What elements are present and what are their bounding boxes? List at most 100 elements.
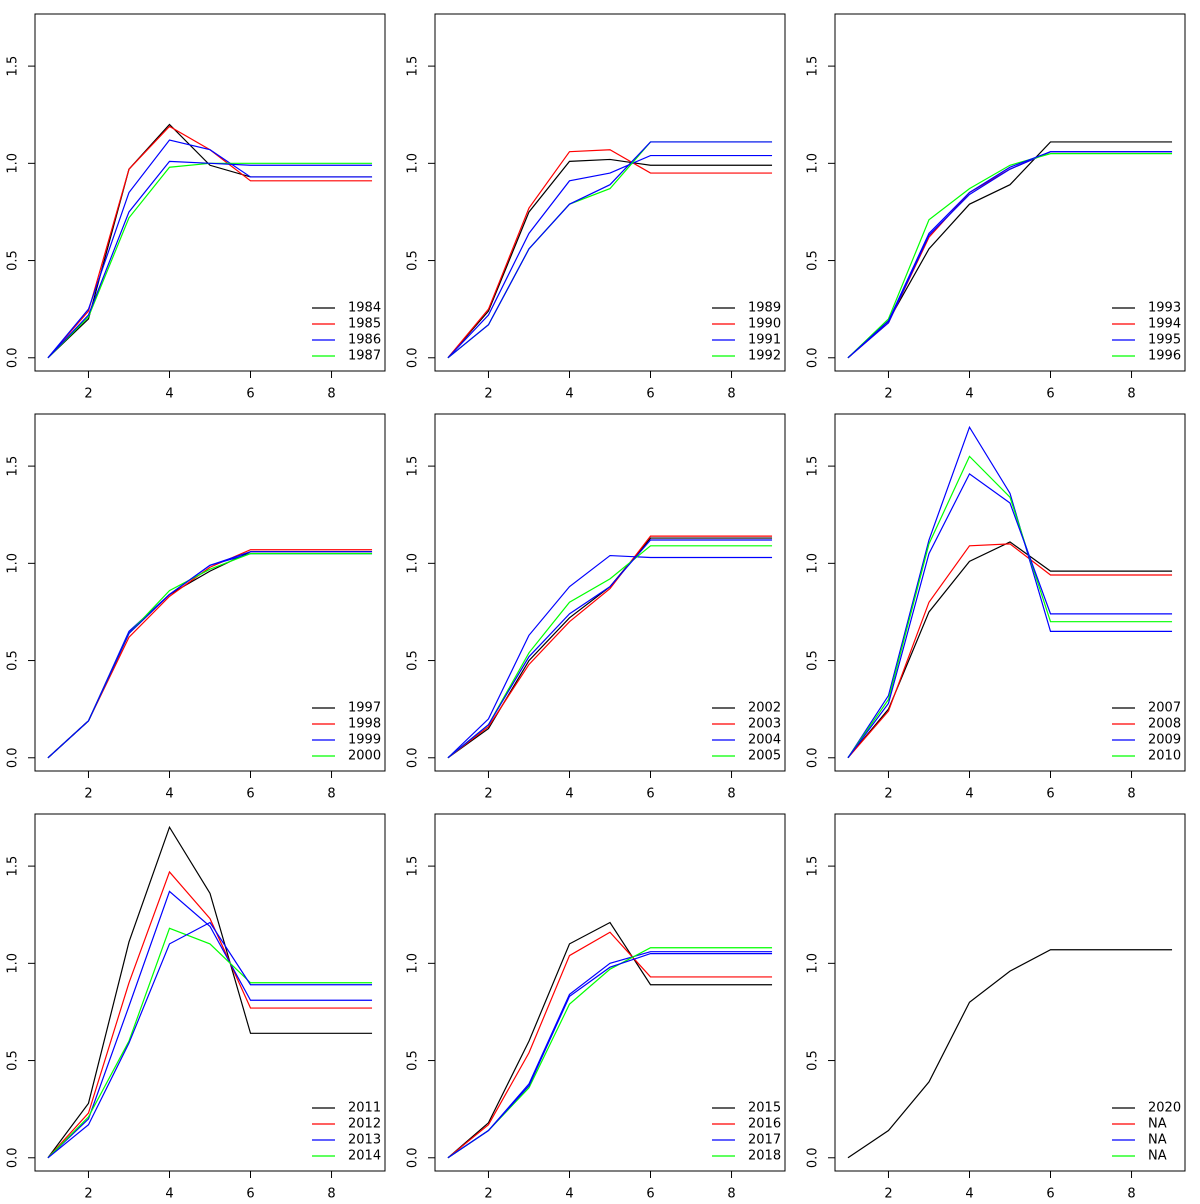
data-line bbox=[47, 921, 373, 1159]
y-tick-label: 0.0 bbox=[406, 1147, 421, 1168]
plot-frame bbox=[34, 413, 386, 772]
legend-label: 2008 bbox=[1148, 717, 1181, 732]
x-tick-label: 4 bbox=[565, 1187, 573, 1201]
data-line bbox=[447, 953, 773, 1159]
x-tick-label: 2 bbox=[84, 387, 92, 402]
legend-label: 2000 bbox=[348, 749, 381, 764]
y-tick-label: 0.5 bbox=[806, 250, 821, 271]
data-line bbox=[47, 139, 373, 359]
x-tick-label: 6 bbox=[646, 787, 654, 802]
legend-label: 2020 bbox=[1148, 1101, 1181, 1116]
legend-label: 1993 bbox=[1148, 301, 1181, 316]
data-line bbox=[47, 825, 373, 1159]
data-line bbox=[47, 870, 373, 1159]
data-line bbox=[847, 425, 1173, 759]
legend-label: 1986 bbox=[348, 333, 381, 348]
legend-label: 2007 bbox=[1148, 701, 1181, 716]
y-tick-label: 1.5 bbox=[406, 856, 421, 877]
legend-label: 1994 bbox=[1148, 317, 1181, 332]
y-tick-label: 0.0 bbox=[806, 747, 821, 768]
x-tick-label: 8 bbox=[727, 387, 735, 402]
y-tick-label: 0.0 bbox=[806, 347, 821, 368]
plot-frame bbox=[34, 13, 386, 372]
y-tick-label: 0.0 bbox=[6, 1147, 21, 1168]
data-line bbox=[847, 455, 1173, 759]
data-line bbox=[447, 951, 773, 1159]
legend-label: NA bbox=[1148, 1133, 1167, 1148]
legend-label: 1999 bbox=[348, 733, 381, 748]
y-tick-label: 1.0 bbox=[806, 553, 821, 574]
x-tick-label: 4 bbox=[165, 787, 173, 802]
data-line bbox=[447, 554, 773, 759]
data-line bbox=[847, 153, 1173, 359]
data-line bbox=[847, 949, 1173, 1159]
x-tick-label: 2 bbox=[84, 1187, 92, 1201]
data-line bbox=[447, 141, 773, 359]
legend-label: 1992 bbox=[748, 349, 781, 364]
x-tick-label: 8 bbox=[1127, 787, 1135, 802]
x-tick-label: 2 bbox=[484, 387, 492, 402]
legend-label: 2009 bbox=[1148, 733, 1181, 748]
legend-label: 1996 bbox=[1148, 349, 1181, 364]
legend-label: 2012 bbox=[348, 1117, 381, 1132]
data-line bbox=[47, 551, 373, 759]
legend-label: 2014 bbox=[348, 1149, 381, 1164]
data-line bbox=[447, 545, 773, 759]
data-line bbox=[447, 154, 773, 359]
data-line bbox=[47, 553, 373, 759]
plot-frame bbox=[834, 813, 1186, 1172]
x-tick-label: 8 bbox=[327, 1187, 335, 1201]
x-tick-label: 2 bbox=[484, 787, 492, 802]
x-tick-label: 4 bbox=[565, 387, 573, 402]
legend-label: 2017 bbox=[748, 1133, 781, 1148]
y-tick-label: 0.5 bbox=[6, 650, 21, 671]
x-tick-label: 4 bbox=[565, 787, 573, 802]
y-tick-label: 0.5 bbox=[406, 250, 421, 271]
data-line bbox=[47, 553, 373, 759]
x-tick-label: 2 bbox=[884, 387, 892, 402]
x-tick-label: 6 bbox=[646, 1187, 654, 1201]
data-line bbox=[447, 539, 773, 759]
x-tick-label: 6 bbox=[246, 1187, 254, 1201]
x-tick-label: 8 bbox=[1127, 387, 1135, 402]
data-line bbox=[47, 160, 373, 359]
data-line bbox=[47, 890, 373, 1159]
legend-label: 2016 bbox=[748, 1117, 781, 1132]
x-tick-label: 8 bbox=[727, 1187, 735, 1201]
data-line bbox=[847, 541, 1173, 759]
x-tick-label: 2 bbox=[484, 1187, 492, 1201]
data-line bbox=[847, 472, 1173, 759]
legend-label: 1989 bbox=[748, 301, 781, 316]
x-tick-label: 8 bbox=[327, 787, 335, 802]
y-tick-label: 0.0 bbox=[6, 747, 21, 768]
plot-frame bbox=[834, 13, 1186, 372]
x-tick-label: 6 bbox=[246, 787, 254, 802]
data-line bbox=[447, 921, 773, 1159]
data-line bbox=[847, 151, 1173, 359]
data-line bbox=[447, 535, 773, 759]
y-tick-label: 0.5 bbox=[406, 650, 421, 671]
legend-label: 1998 bbox=[348, 717, 381, 732]
legend-label: 2005 bbox=[748, 749, 781, 764]
y-tick-label: 0.5 bbox=[806, 650, 821, 671]
legend-label: 2004 bbox=[748, 733, 781, 748]
y-tick-label: 1.0 bbox=[406, 953, 421, 974]
legend-label: NA bbox=[1148, 1149, 1167, 1164]
y-tick-label: 0.5 bbox=[6, 250, 21, 271]
y-tick-label: 1.0 bbox=[406, 153, 421, 174]
data-line bbox=[447, 931, 773, 1159]
y-tick-label: 1.0 bbox=[806, 153, 821, 174]
y-tick-label: 1.0 bbox=[406, 553, 421, 574]
y-tick-label: 0.5 bbox=[806, 1050, 821, 1071]
data-line bbox=[447, 158, 773, 359]
data-line bbox=[447, 947, 773, 1159]
x-tick-label: 4 bbox=[165, 1187, 173, 1201]
data-line bbox=[47, 162, 373, 359]
data-line bbox=[447, 537, 773, 759]
y-tick-label: 1.5 bbox=[6, 856, 21, 877]
legend-label: 2002 bbox=[748, 701, 781, 716]
legend-label: 2011 bbox=[348, 1101, 381, 1116]
y-tick-label: 0.5 bbox=[6, 1050, 21, 1071]
x-tick-label: 2 bbox=[84, 787, 92, 802]
